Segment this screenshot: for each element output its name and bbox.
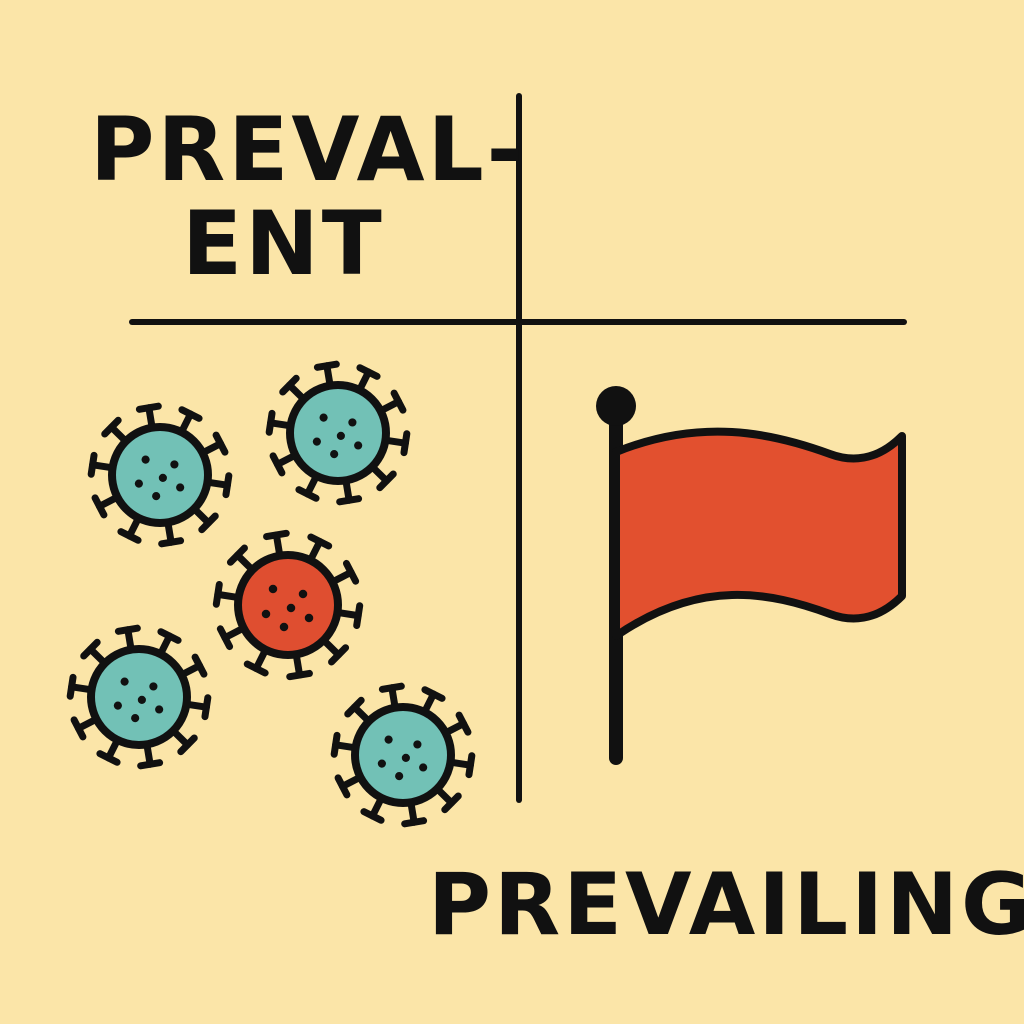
virus-icon: [265, 360, 411, 506]
virus-dot: [120, 677, 129, 686]
virus-spike-tip: [96, 750, 121, 766]
virus-dot: [155, 705, 164, 714]
virus-dot: [279, 622, 289, 632]
virus-spike-tip: [465, 752, 476, 779]
virus-spike-tip: [201, 694, 212, 721]
virus-icon: [87, 402, 233, 548]
virus-spike-tip: [353, 602, 364, 629]
flag-pole-finial: [596, 386, 636, 426]
virus-spike-tip: [360, 808, 385, 824]
virus-spike-tip: [328, 644, 350, 666]
virus-spike-tip: [80, 638, 101, 660]
virus-spike-tip: [117, 528, 142, 544]
virus-spike-tip: [101, 416, 122, 438]
virus-spike-tip: [87, 451, 98, 478]
virus-dot: [348, 418, 357, 427]
virus-spike-tip: [137, 759, 164, 770]
virus-dot: [336, 431, 345, 440]
virus-dot: [152, 492, 161, 501]
virus-spike-tip: [401, 817, 428, 828]
virus-dot: [298, 589, 308, 599]
virus-dot: [158, 473, 167, 482]
virus-icon: [330, 682, 476, 828]
virus-dot: [170, 460, 179, 469]
virus-spike-tip: [279, 374, 300, 396]
virus-spike-tip: [198, 512, 219, 534]
virus-dot: [319, 413, 328, 422]
virus-spike-tip: [286, 669, 313, 681]
virus-spike-tip: [135, 402, 162, 413]
virus-spike-tip: [356, 364, 381, 380]
virus-spike-tip: [334, 774, 351, 799]
virus-spike-tip: [177, 734, 198, 756]
virus-dot: [149, 682, 158, 691]
virus-spike-tip: [212, 431, 229, 456]
virus-spike-tip: [441, 792, 462, 814]
word-prevailing: PREVAILING: [428, 855, 1024, 955]
word-prevalent-line-1: PREVAL-: [90, 98, 527, 201]
virus-spike-tip: [178, 406, 203, 422]
virus-spike-tip: [307, 533, 333, 550]
virus-dot: [395, 772, 404, 781]
virus-spike-tip: [344, 696, 365, 718]
virus-spike-tip: [263, 529, 290, 541]
virus-spike-tip: [265, 409, 276, 436]
virus-spike-tip: [66, 673, 77, 700]
virus-spike-tip: [222, 472, 233, 499]
virus-spike-tip: [70, 716, 87, 741]
virus-spike-tip: [336, 495, 363, 506]
virus-spike-tip: [378, 682, 405, 693]
virus-dot: [176, 483, 185, 492]
virus-dot: [312, 437, 321, 446]
virus-spike-tip: [243, 660, 269, 677]
virus-dot: [413, 740, 422, 749]
virus-spike-tip: [114, 624, 141, 635]
virus-spike-tip: [455, 711, 472, 736]
virus-dot: [134, 479, 143, 488]
virus-dot: [113, 701, 122, 710]
virus-dot: [131, 714, 140, 723]
virus-spike-tip: [216, 625, 234, 651]
virus-dot: [330, 450, 339, 459]
virus-dot: [268, 584, 278, 594]
virus-spike-tip: [158, 537, 185, 548]
virus-spike-tip: [295, 486, 320, 502]
virus-spike-tip: [376, 470, 397, 492]
virus-spike-tip: [400, 430, 411, 457]
flag-icon: [596, 386, 906, 765]
virus-dot: [401, 753, 410, 762]
virus-dot: [261, 609, 271, 619]
virus-spike-tip: [157, 628, 182, 644]
flag-cloth: [612, 427, 906, 640]
virus-icon: [66, 624, 212, 770]
virus-dot: [354, 441, 363, 450]
virus-dot: [384, 735, 393, 744]
virus-spike-tip: [313, 360, 340, 371]
word-prevalent-line-2: ENT: [182, 192, 385, 295]
virus-dot: [141, 455, 150, 464]
virus-dot: [377, 759, 386, 768]
virus-icon: [212, 529, 364, 681]
virus-dot: [304, 613, 314, 623]
virus-spike-tip: [330, 731, 341, 758]
virus-spike-tip: [91, 494, 108, 519]
virus-spike-tip: [421, 686, 446, 702]
virus-spike-tip: [226, 544, 248, 566]
virus-spike-tip: [269, 452, 286, 477]
virus-dot: [137, 695, 146, 704]
virus-dot: [286, 603, 296, 613]
virus-spike-tip: [212, 581, 223, 608]
virus-spike-tip: [390, 389, 407, 414]
virus-dot: [419, 763, 428, 772]
virus-spike-tip: [342, 559, 360, 585]
virus-spike-tip: [191, 653, 208, 678]
